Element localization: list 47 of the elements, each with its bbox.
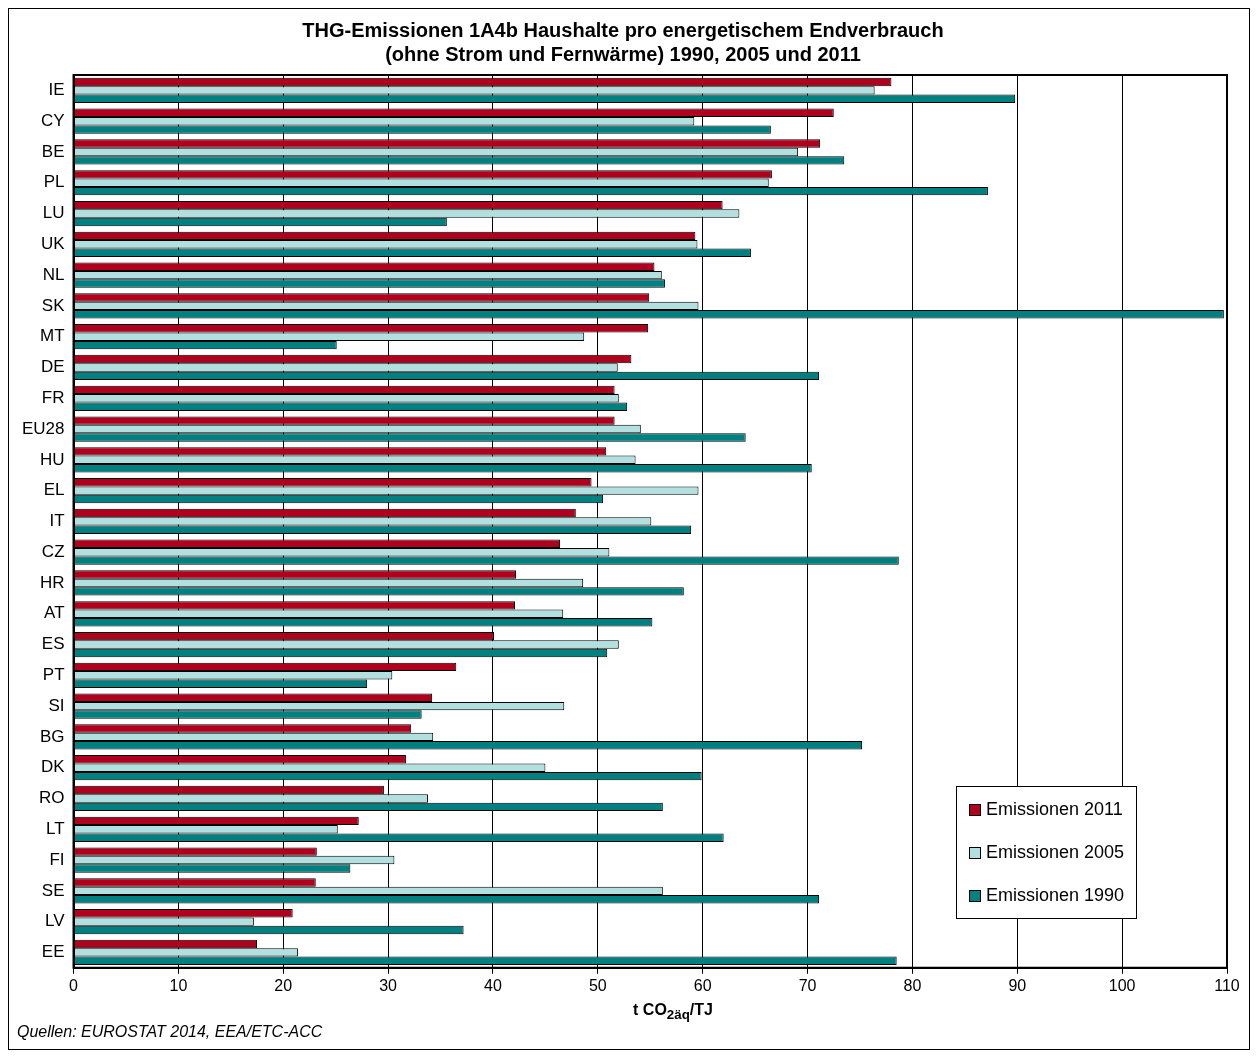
y-tick-label: RO [39, 788, 65, 808]
y-tick-label: DK [40, 757, 66, 777]
y-tick-label: IT [49, 511, 65, 531]
y-tick-label: BE [41, 141, 65, 161]
y-tick-label: HU [39, 449, 65, 469]
y-tick-label: ES [41, 634, 65, 654]
y-tick-label: FI [49, 849, 65, 869]
y-tick-label: EE [41, 942, 65, 962]
source-note: Quellen: EUROSTAT 2014, EEA/ETC-ACC [17, 1023, 323, 1041]
y-tick-label: PT [42, 665, 65, 685]
y-tick-label: IE [48, 80, 65, 100]
legend-label: Emissionen 2011 [985, 799, 1123, 820]
y-tick-label: NL [42, 264, 65, 284]
x-axis-title: t CO$_{2äq}$/TJ [632, 1001, 714, 1023]
y-tick-label: LV [44, 911, 66, 931]
legend-label: Emissionen 2005 [985, 842, 1124, 863]
y-tick-label: LU [42, 203, 65, 223]
y-tick-label: BG [39, 726, 65, 746]
x-tick-label: 60 [693, 976, 712, 994]
y-tick-label: SK [41, 295, 66, 315]
x-tick-label: 20 [274, 976, 293, 994]
y-tick-label: PL [43, 172, 65, 192]
x-tick-label: 50 [588, 976, 607, 994]
x-tick-label: 10 [169, 976, 188, 994]
y-tick-label: EU28 [21, 418, 65, 438]
y-tick-label: HR [39, 572, 65, 592]
x-tick-label: 90 [1008, 976, 1027, 994]
y-tick-label: AT [44, 603, 65, 623]
y-tick-label: CY [40, 110, 65, 130]
y-tick-label: UK [40, 234, 66, 254]
y-tick-label: EL [43, 480, 65, 500]
y-tick-label: CZ [41, 541, 65, 561]
x-tick-label: 40 [484, 976, 502, 994]
y-tick-label: MT [39, 326, 65, 346]
y-tick-label: FR [41, 387, 65, 407]
x-tick-label: 100 [1108, 976, 1136, 994]
x-tick-label: 110 [1214, 976, 1240, 994]
legend-label: Emissionen 1990 [985, 885, 1124, 906]
y-tick-label: SI [48, 695, 65, 715]
y-tick-label: LT [45, 818, 65, 838]
x-tick-label: 30 [379, 976, 398, 994]
x-tick-label: 0 [69, 976, 79, 994]
y-tick-label: SE [41, 880, 65, 900]
x-tick-label: 70 [798, 976, 817, 994]
x-tick-label: 80 [903, 976, 922, 994]
y-tick-label: DE [40, 357, 65, 377]
chart-title: THG-Emissionen 1A4b Haushalte pro energetischem Endverbrauch (ohne Strom und Fernwärme) 1990, 2005 und 2011 [302, 18, 944, 65]
